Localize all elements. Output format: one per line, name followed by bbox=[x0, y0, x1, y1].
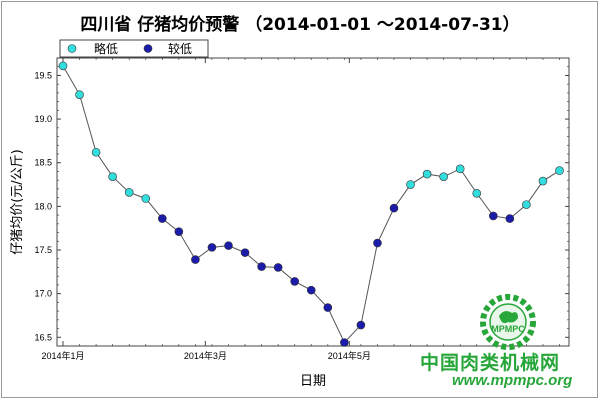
data-point-slightly-low bbox=[472, 188, 482, 198]
logo-animal-icon bbox=[499, 311, 518, 324]
x-tick-label: 2014年3月 bbox=[184, 350, 227, 361]
data-point-low bbox=[323, 303, 333, 312]
legend-label-slightly-low: 略低 bbox=[94, 41, 118, 56]
plot-area bbox=[56, 57, 570, 347]
data-point-slightly-low bbox=[91, 147, 101, 157]
data-point-low bbox=[240, 248, 250, 257]
series-line bbox=[62, 65, 560, 344]
y-tick-label: 19.5 bbox=[34, 70, 52, 80]
watermark-text: 中国肉类机械网 bbox=[420, 352, 561, 374]
data-points bbox=[58, 61, 564, 347]
gear-icon bbox=[480, 294, 536, 350]
x-axis: 2014年1月 2014年3月 2014年5月 bbox=[41, 58, 560, 361]
data-point-low bbox=[257, 262, 266, 271]
data-point-slightly-low bbox=[406, 180, 415, 189]
x-axis-title: 日期 bbox=[300, 374, 326, 389]
data-point-slightly-low bbox=[522, 200, 531, 209]
y-tick-label: 17.5 bbox=[34, 245, 52, 255]
data-point-slightly-low bbox=[58, 61, 68, 71]
legend-label-low: 较低 bbox=[168, 41, 192, 56]
legend-marker-low bbox=[143, 44, 153, 53]
legend-marker-slightly-low bbox=[67, 44, 77, 53]
data-point-slightly-low bbox=[538, 176, 548, 186]
data-point-low bbox=[273, 263, 283, 272]
data-point-low bbox=[207, 243, 217, 252]
y-axis: 16.5 17.0 17.5 18.0 18.5 19.0 19.5 bbox=[34, 66, 569, 342]
data-point-low bbox=[290, 277, 300, 286]
y-tick-label: 18.0 bbox=[34, 201, 52, 211]
data-point-low bbox=[224, 241, 233, 250]
data-point-slightly-low bbox=[555, 166, 564, 175]
x-tick-label: 2014年1月 bbox=[41, 350, 84, 361]
data-point-low bbox=[373, 238, 382, 248]
data-point-low bbox=[356, 320, 366, 330]
data-point-low bbox=[191, 255, 200, 264]
data-point-low bbox=[340, 338, 349, 347]
data-point-low bbox=[158, 214, 167, 223]
y-tick-label: 17.0 bbox=[34, 289, 52, 299]
legend-box bbox=[59, 39, 209, 58]
data-point-low bbox=[306, 285, 316, 295]
x-tick-label: 2014年5月 bbox=[328, 350, 371, 361]
data-point-slightly-low bbox=[455, 164, 465, 174]
data-point-slightly-low bbox=[439, 172, 448, 181]
data-point-slightly-low bbox=[108, 172, 117, 181]
data-point-slightly-low bbox=[422, 169, 432, 179]
data-point-low bbox=[488, 211, 498, 221]
logo-text: MPMPC bbox=[491, 324, 525, 334]
legend: 略低 较低 bbox=[59, 39, 209, 58]
mpmpc-logo: MPMPC bbox=[480, 294, 536, 350]
data-point-low bbox=[389, 203, 399, 213]
y-tick-label: 19.0 bbox=[34, 114, 52, 124]
watermark-url: www.mpmpc.org bbox=[452, 372, 573, 389]
data-point-slightly-low bbox=[141, 194, 151, 203]
data-point-low bbox=[505, 214, 515, 223]
data-point-slightly-low bbox=[124, 188, 134, 197]
y-tick-label: 16.5 bbox=[34, 332, 52, 342]
y-tick-label: 18.5 bbox=[34, 158, 52, 168]
data-point-low bbox=[174, 227, 184, 236]
chart-title: 四川省 仔猪均价预警 （2014-01-01 ～2014-07-31） bbox=[80, 15, 520, 35]
data-point-slightly-low bbox=[75, 90, 84, 99]
y-axis-title: 仔猪均价(元/公斤) bbox=[10, 149, 25, 255]
